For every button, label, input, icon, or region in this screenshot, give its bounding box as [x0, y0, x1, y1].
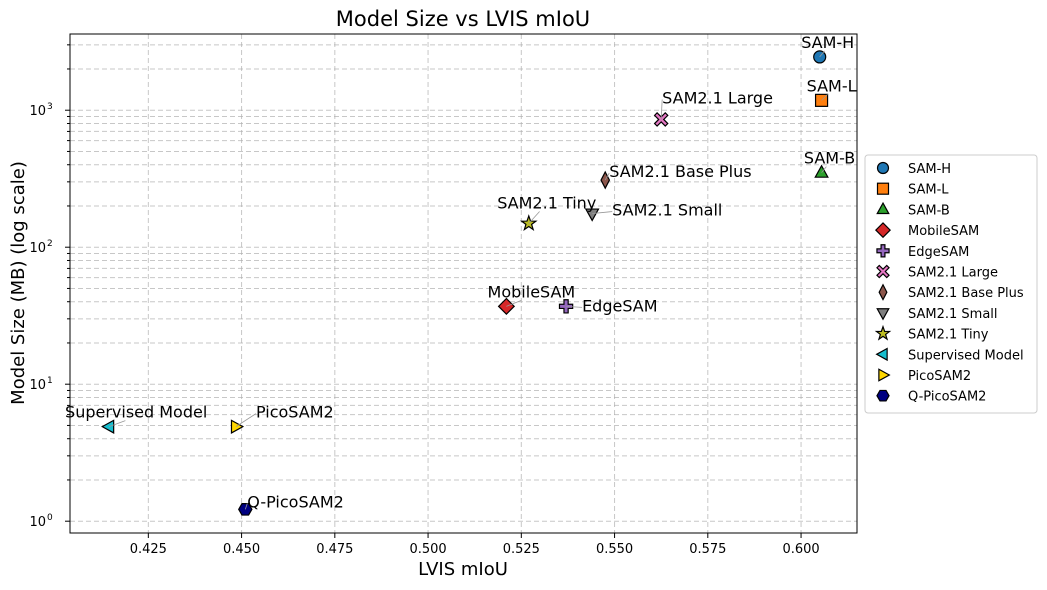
data-point [230, 419, 245, 434]
point-label: SAM2.1 Small [612, 201, 722, 220]
label-leader-line [821, 94, 828, 101]
label-leader-line [821, 166, 827, 173]
x-tick-label: 0.550 [596, 542, 633, 557]
label-leader-line [592, 211, 613, 214]
x-tick-label: 0.600 [782, 542, 819, 557]
y-tick-exponent: 2 [47, 239, 53, 249]
legend-label: SAM-L [908, 183, 949, 198]
point-label: Q-PicoSAM2 [247, 492, 344, 511]
legend-marker [876, 308, 890, 321]
x-axis-title: LVIS mIoU [418, 559, 508, 580]
label-leader-line [506, 299, 522, 307]
x-tick-label: 0.475 [316, 542, 353, 557]
legend-marker [878, 368, 891, 382]
point-label: Supervised Model [65, 403, 207, 422]
legend-marker [876, 201, 890, 215]
point-label: SAM2.1 Tiny [497, 193, 596, 212]
label-leader-line [109, 420, 126, 428]
data-point [558, 299, 574, 314]
y-tick-exponent: 0 [47, 513, 53, 523]
legend-marker [875, 347, 888, 362]
legend-label: SAM-B [908, 203, 950, 218]
legend-label: SAM2.1 Small [908, 307, 998, 322]
legend: SAM-H SAM-L SAM-B MobileSAM EdgeSAM SAM2.1 La… [864, 154, 1038, 414]
legend-marker [878, 283, 888, 301]
point-labels: SAM-H SAM-L SAM-B MobileSAM EdgeSAM SAM2.1 La… [65, 33, 857, 511]
data-points [101, 50, 829, 516]
legend-marker [876, 161, 890, 175]
legend-label: MobileSAM [908, 224, 979, 239]
legend-label: SAM-H [908, 162, 951, 177]
legend-label: Supervised Model [908, 348, 1024, 363]
data-point [497, 297, 516, 316]
point-label: SAM2.1 Base Plus [609, 162, 751, 181]
legend-marker [876, 244, 890, 258]
label-leader-line [235, 413, 257, 427]
point-label: PicoSAM2 [256, 403, 334, 422]
point-label: SAM2.1 Large [662, 88, 773, 107]
legend-label: EdgeSAM [908, 245, 969, 260]
legend-label: Q-PicoSAM2 [908, 390, 986, 405]
x-axis-ticks: 0.425 0.450 0.475 0.500 0.525 0.550 0.575 0.600 [130, 533, 820, 557]
y-tick-label: 10 [29, 378, 46, 393]
legend-marker [876, 389, 890, 402]
label-leader-line [819, 50, 825, 58]
legend-label: PicoSAM2 [908, 369, 971, 384]
point-label: SAM-L [807, 76, 857, 95]
legend-box [864, 154, 1038, 414]
grid-lines [70, 34, 857, 533]
legend-marker [876, 182, 890, 195]
label-leader-line [660, 99, 663, 120]
data-point [101, 419, 115, 434]
legend-marker [876, 264, 890, 279]
label-leader-line [566, 305, 583, 308]
y-tick-label: 10 [29, 104, 46, 119]
legend-label: SAM2.1 Large [908, 266, 998, 281]
data-point [814, 164, 829, 178]
legend-label: SAM2.1 Base Plus [908, 286, 1024, 301]
label-leader-line [528, 211, 540, 224]
x-tick-label: 0.575 [689, 542, 726, 557]
plot-frame [69, 33, 858, 534]
x-tick-label: 0.425 [130, 542, 167, 557]
y-tick-exponent: 1 [47, 376, 53, 386]
data-point [519, 214, 538, 232]
data-point [238, 503, 253, 516]
y-tick-label: 10 [29, 241, 46, 256]
label-leader-line [604, 172, 610, 181]
x-tick-label: 0.500 [409, 542, 446, 557]
point-label: EdgeSAM [582, 296, 657, 315]
legend-label: SAM2.1 Tiny [908, 328, 989, 343]
y-axis-title: Model Size (MB) (log scale) [8, 161, 29, 405]
label-leader-line [244, 503, 248, 510]
y-tick-label: 10 [29, 515, 46, 530]
chart-title: Model Size vs LVIS mIoU [336, 7, 590, 31]
legend-marker [875, 222, 891, 239]
point-label: MobileSAM [488, 282, 576, 301]
x-tick-label: 0.450 [223, 542, 260, 557]
y-tick-exponent: 3 [47, 102, 53, 112]
x-tick-label: 0.525 [503, 542, 540, 557]
point-label: SAM-H [801, 33, 854, 52]
data-point [584, 208, 600, 222]
legend-marker [874, 324, 892, 341]
point-label: SAM-B [804, 149, 855, 168]
